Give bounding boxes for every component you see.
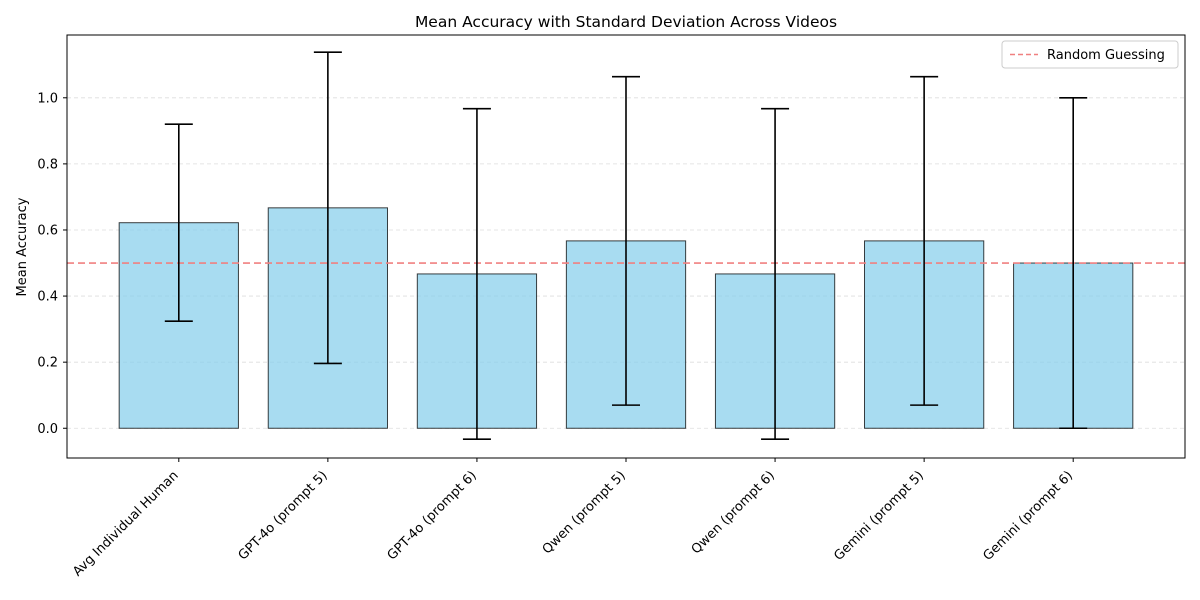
y-tick-label: 0.4 bbox=[37, 290, 58, 305]
chart-title: Mean Accuracy with Standard Deviation Ac… bbox=[415, 13, 837, 31]
bars-layer bbox=[118, 207, 1134, 429]
y-tick-label: 0.2 bbox=[37, 356, 58, 371]
legend-box bbox=[1001, 40, 1179, 69]
y-tick-label: 0.8 bbox=[37, 157, 58, 172]
y-tick-label: 1.0 bbox=[37, 91, 58, 106]
legend-label: Random Guessing bbox=[1047, 48, 1165, 63]
legend: Random Guessing bbox=[1001, 40, 1179, 69]
grid-layer bbox=[67, 97, 1185, 429]
y-tick-label: 0.0 bbox=[37, 422, 58, 437]
y-axis-label: Mean Accuracy bbox=[15, 197, 30, 296]
error-bars-layer bbox=[164, 51, 1088, 440]
y-tick-label: 0.6 bbox=[37, 223, 58, 238]
